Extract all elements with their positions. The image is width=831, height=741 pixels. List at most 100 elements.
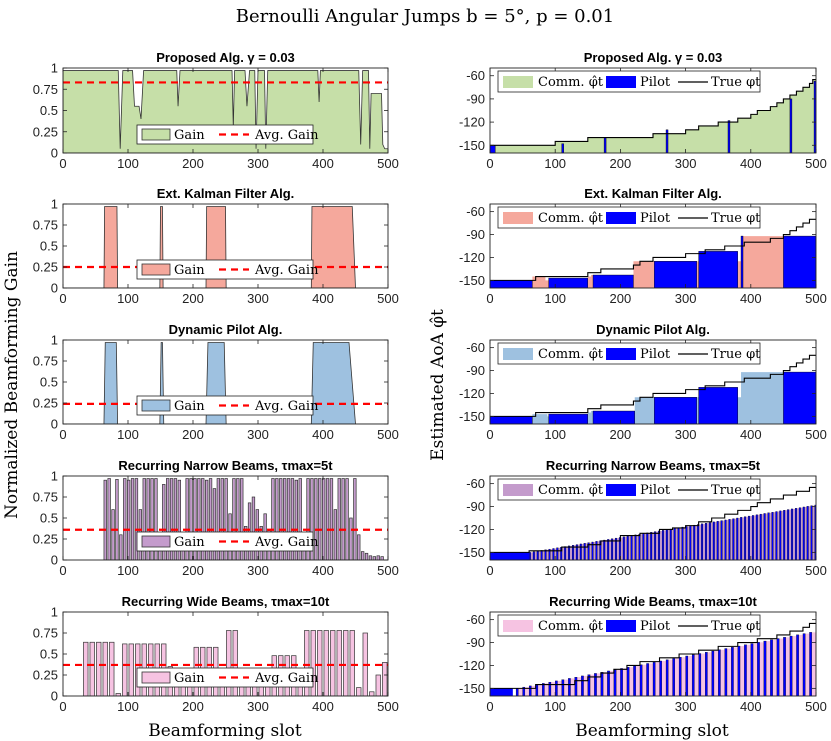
pilot-bar (677, 527, 680, 560)
panel-right-1: 0 100 200 300 400 500 -60 -90 -120 -150 Ext. Kalma… (459, 186, 827, 306)
comm-area (490, 79, 816, 153)
pilot-bar (748, 515, 750, 560)
legend-swatch-gain (141, 535, 171, 548)
pilot-bar (685, 526, 688, 560)
comm-bar (698, 653, 706, 696)
legend: Gain Avg. Gain (136, 395, 319, 416)
comm-bar (620, 668, 627, 696)
pilot-bar (490, 280, 533, 288)
pilot-bar (809, 632, 812, 696)
comm-bar (599, 540, 604, 560)
comm-bar (712, 521, 717, 560)
pilot-bar (757, 642, 760, 696)
pilot-bar (813, 80, 816, 153)
pilot-bar (633, 665, 636, 696)
x-tick-label: 500 (805, 563, 827, 578)
pilot-bar (724, 519, 727, 560)
y-tick-label: 0.25 (33, 668, 58, 683)
legend: Gain Avg. Gain (136, 667, 319, 688)
legend-swatch-pilot (606, 212, 636, 224)
gain-bar (337, 478, 341, 560)
right-ylabel: Estimated AoA φ̂t (428, 309, 448, 461)
comm-bar (535, 684, 543, 696)
pilot-bar (536, 550, 539, 560)
comm-bar (626, 667, 634, 696)
comm-bar (689, 525, 694, 560)
gain-bar (349, 517, 353, 560)
comm-bar (633, 665, 640, 696)
pilot-bar (561, 143, 564, 153)
gain-bar (364, 552, 369, 560)
legend: Gain Avg. Gain (136, 124, 319, 145)
legend: Gain Avg. Gain (136, 259, 319, 280)
comm-bar (623, 536, 627, 560)
comm-bar (659, 660, 667, 696)
legend-label-avg: Avg. Gain (254, 399, 319, 414)
pilot-bar (654, 531, 657, 560)
pilot-bar (767, 512, 770, 560)
x-tick-label: 500 (805, 291, 827, 306)
legend: Comm. φ̂t Pilot True φt (497, 206, 761, 229)
y-tick-label: 0.5 (40, 103, 58, 118)
legend-label-true: True φt (711, 75, 761, 90)
comm-bar (806, 506, 811, 560)
comm-bar (681, 527, 686, 560)
gain-bar (317, 630, 323, 696)
x-tick-label: 200 (182, 156, 204, 171)
pilot-bar (561, 679, 565, 696)
pilot-bar (622, 536, 625, 560)
x-tick-label: 400 (740, 156, 762, 171)
gain-bar (111, 509, 115, 560)
gain-bar (119, 534, 123, 560)
comm-bar (763, 513, 768, 560)
gain-bar (325, 478, 330, 560)
pilot-bar (528, 685, 532, 696)
x-tick-label: 300 (247, 156, 269, 171)
x-tick-label: 400 (312, 291, 334, 306)
comm-bar (642, 533, 647, 560)
pilot-bar (592, 274, 634, 288)
x-tick-label: 0 (486, 563, 493, 578)
y-tick-label: 0 (51, 553, 58, 568)
legend-label-gain: Gain (174, 535, 205, 550)
gain-bar (322, 478, 326, 560)
comm-bar (548, 682, 556, 696)
pilot-bar (568, 545, 570, 560)
gain-bar (122, 643, 128, 696)
x-tick-label: 300 (675, 563, 697, 578)
pilot-bar (490, 552, 530, 560)
comm-bar (673, 528, 678, 560)
panel-left-3: 0 100 200 300 400 500 0 0.25 0.5 0.75 1 Recurring N… (33, 458, 399, 578)
gain-bar (83, 641, 89, 696)
pilot-bar (802, 506, 805, 560)
panel-right-2: 0 100 200 300 400 500 -60 -90 -120 -150 Dynamic Pi… (459, 322, 827, 442)
pilot-bar (654, 261, 697, 288)
comm-bar (776, 638, 784, 696)
x-tick-label: 200 (182, 427, 204, 442)
x-tick-label: 200 (610, 427, 632, 442)
panel-title: Proposed Alg. γ = 0.03 (584, 50, 723, 65)
gain-bar (356, 687, 362, 696)
y-tick-label: 0.75 (33, 354, 58, 369)
gain-area (63, 206, 388, 288)
pilot-bar (783, 235, 816, 288)
legend-label-comm: Comm. φ̂t (538, 211, 604, 226)
x-tick-label: 200 (610, 291, 632, 306)
legend-label-true: True φt (711, 619, 761, 634)
comm-area (490, 236, 816, 288)
comm-bar (697, 524, 702, 560)
comm-bar (634, 534, 639, 560)
panel-left-1: 0 100 200 300 400 500 0 0.25 0.5 0.75 1 Ext. Kalman… (33, 186, 399, 306)
x-tick-label: 0 (59, 156, 66, 171)
comm-bar (555, 680, 562, 696)
x-tick-label: 100 (117, 563, 139, 578)
pilot-bar (750, 643, 754, 696)
pilot-bar (515, 688, 519, 696)
legend-label-pilot: Pilot (640, 347, 671, 362)
x-tick-label: 200 (182, 563, 204, 578)
comm-bar (560, 547, 565, 560)
x-tick-label: 400 (312, 563, 334, 578)
pilot-bar (783, 637, 786, 696)
pilot-bar (794, 508, 797, 560)
panel-title: Ext. Kalman Filter Alg. (157, 186, 295, 201)
